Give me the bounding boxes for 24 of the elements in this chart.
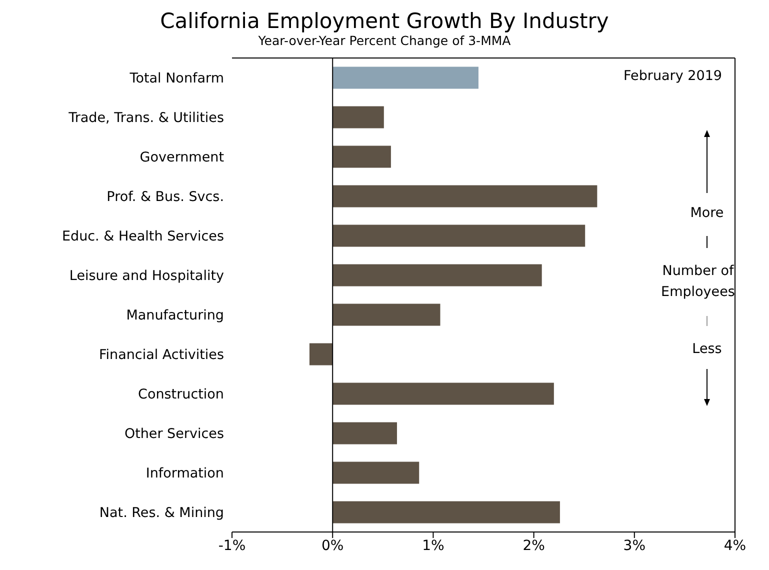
annotation: Less (691, 340, 723, 359)
x-tick-label: 4% (724, 538, 746, 554)
y-tick-label: Prof. & Bus. Svcs. (106, 189, 224, 206)
y-tick-label: Manufacturing (126, 308, 224, 324)
annotation: More (689, 204, 725, 223)
y-tick-label: Nat. Res. & Mining (99, 505, 224, 522)
y-tick-label: Total Nonfarm (128, 70, 224, 87)
y-tick-label: Trade, Trans. & Utilities (68, 110, 224, 126)
x-tick-label: 0% (321, 538, 344, 554)
x-tick-label: 1% (422, 538, 444, 554)
y-tick-label: Leisure and Hospitality (69, 268, 224, 284)
y-tick-label: Educ. & Health Services (62, 228, 224, 245)
y-tick-label: Government (140, 150, 224, 166)
y-tick-label: Financial Activities (99, 347, 224, 364)
y-tick-label: Information (146, 466, 224, 482)
x-tick-label: -1% (218, 538, 246, 554)
chart-title: California Employment Growth By Industry (159, 8, 610, 34)
x-tick-label: 3% (623, 538, 646, 554)
chart-subtitle: Year-over-Year Percent Change of 3-MMA (257, 33, 512, 49)
y-tick-label: Other Services (124, 426, 224, 442)
y-tick-label: Construction (138, 386, 224, 403)
x-tick-label: 2% (522, 538, 545, 554)
annotation: February 2019 (622, 67, 722, 86)
annotation: Number of Employees (660, 262, 736, 302)
